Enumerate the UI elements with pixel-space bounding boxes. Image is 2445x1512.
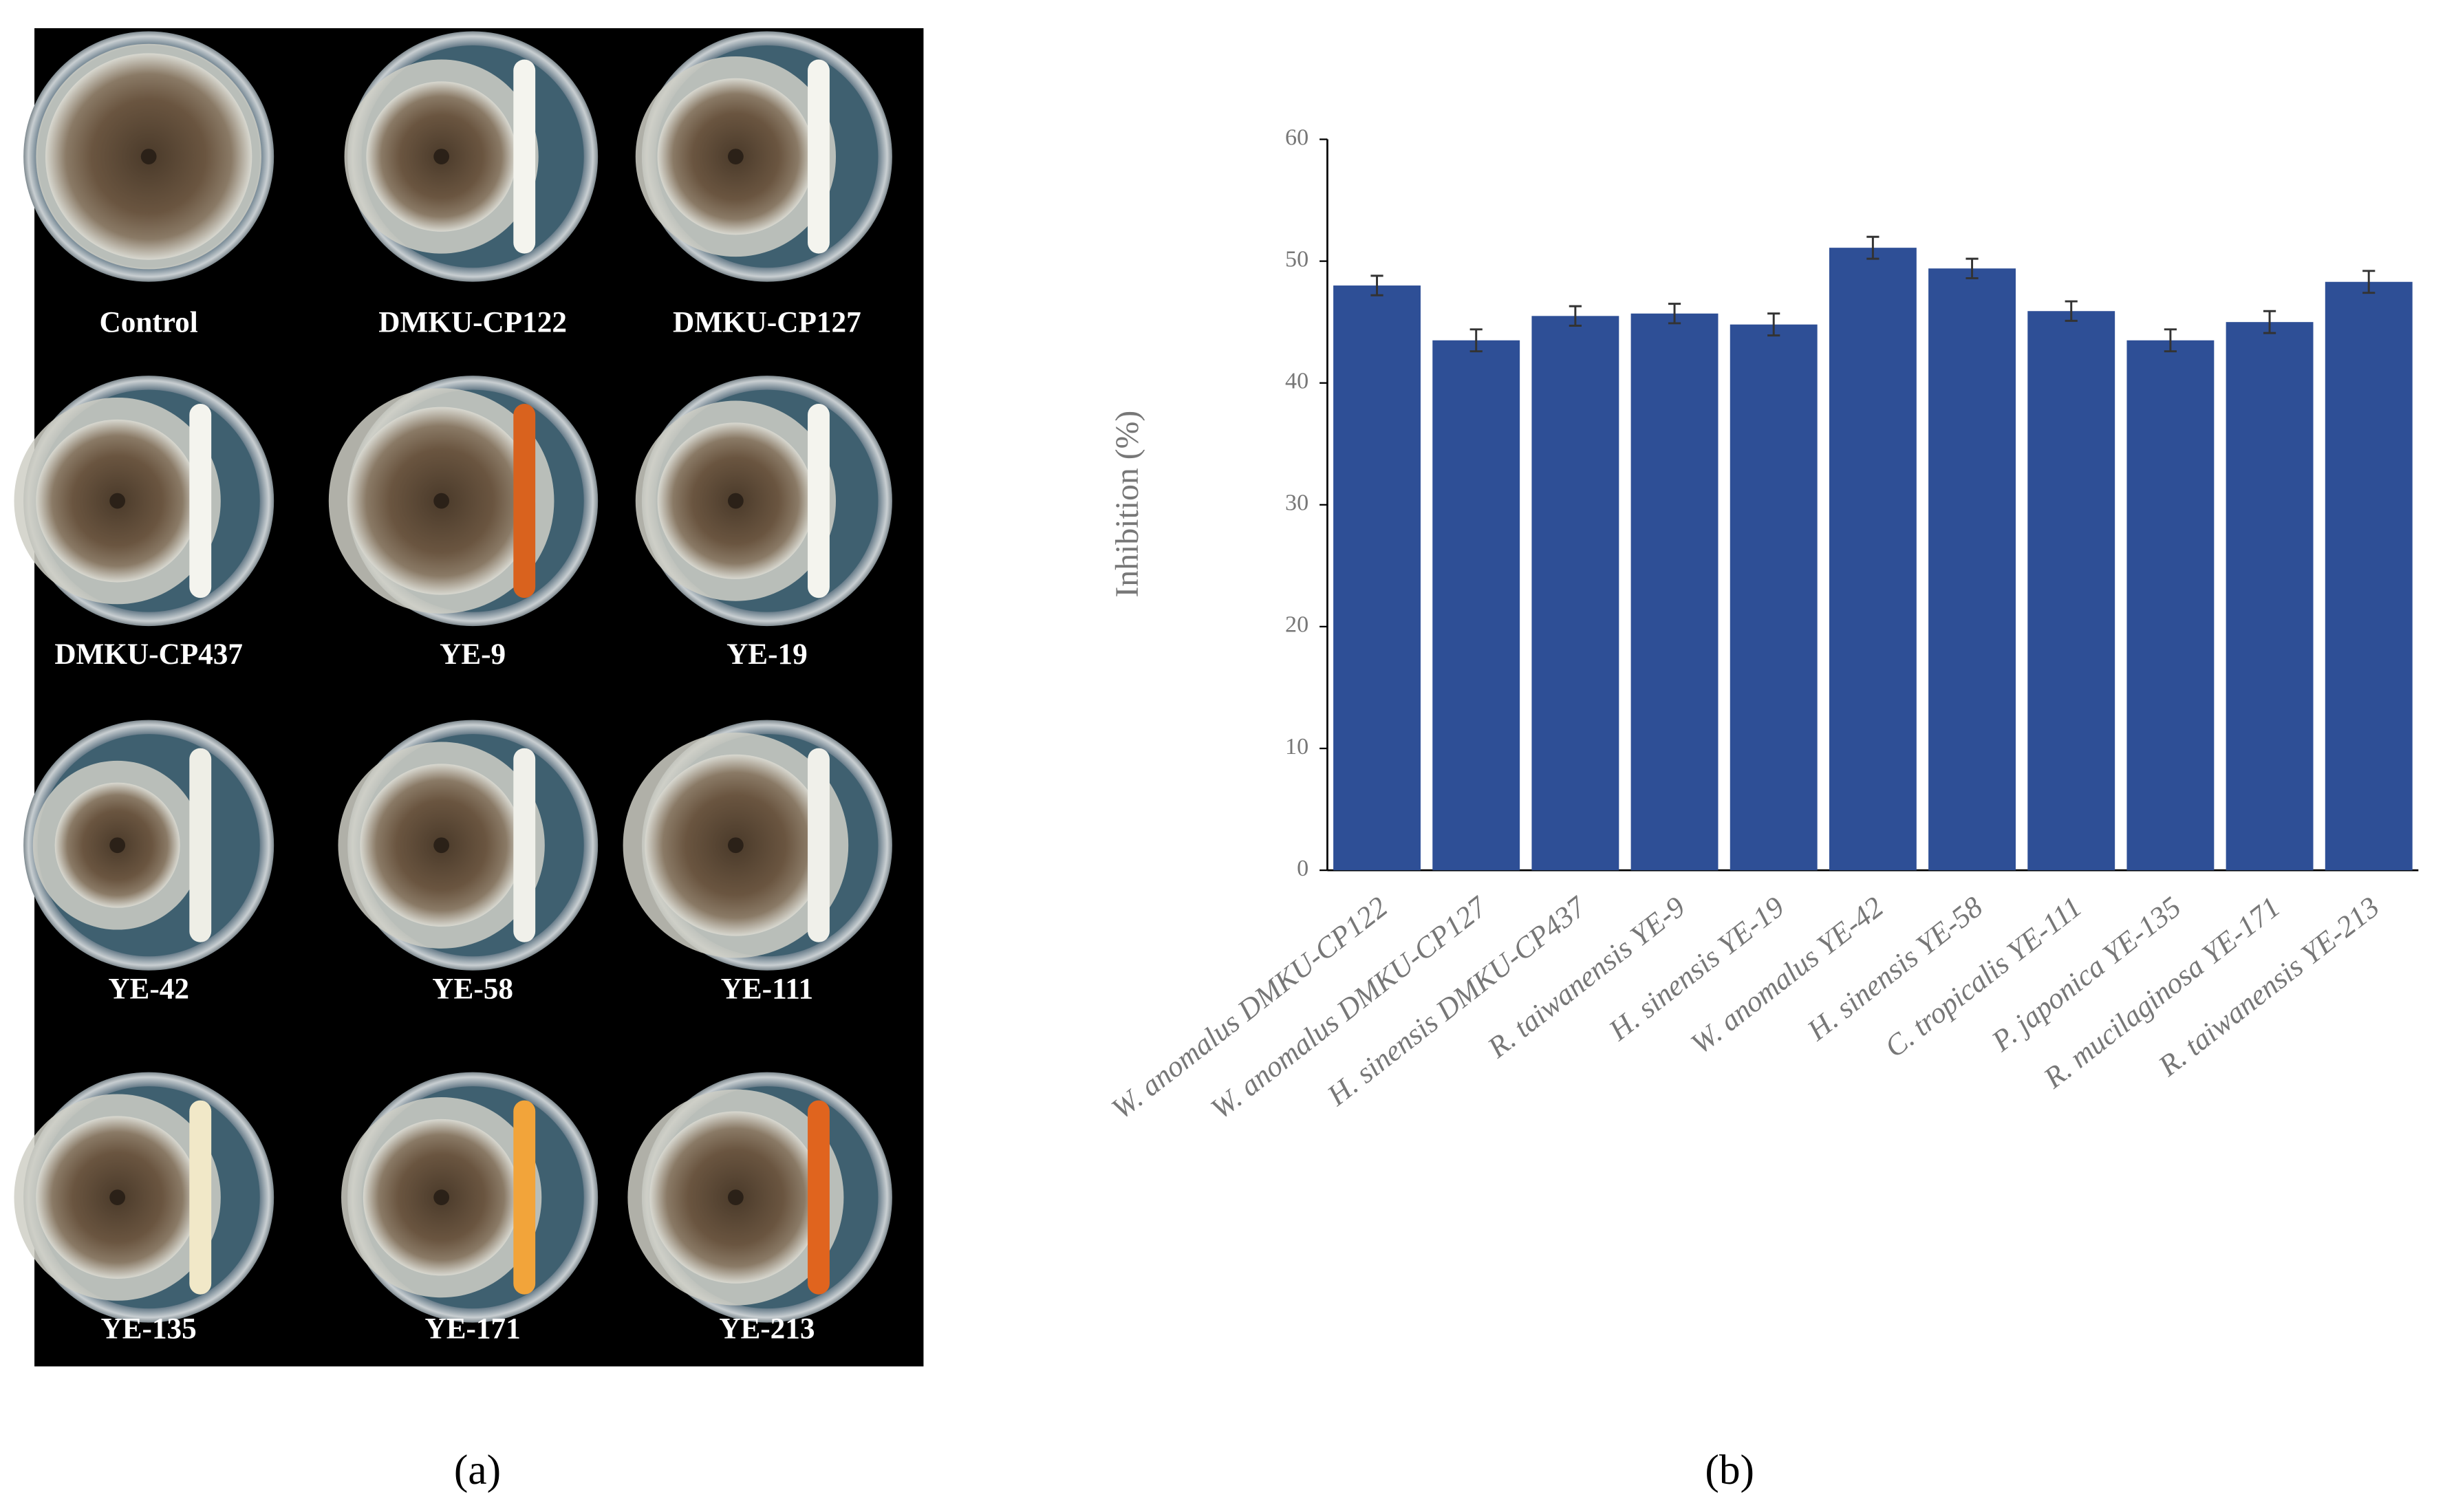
inoculum <box>140 149 157 164</box>
y-tick-label: 50 <box>1285 246 1308 272</box>
inoculum <box>109 493 126 509</box>
y-tick-label: 30 <box>1285 490 1308 516</box>
error-bar <box>1469 328 1483 353</box>
inoculum <box>728 493 744 509</box>
bar <box>1531 316 1619 871</box>
yeast-streak <box>513 748 536 942</box>
inoculum <box>433 493 450 509</box>
caption: (a) <box>454 1447 501 1493</box>
y-tick-label: 60 <box>1285 125 1308 150</box>
error-bar <box>2065 300 2078 322</box>
yeast-streak <box>808 404 830 598</box>
dish-label: YE-213 <box>719 1312 815 1345</box>
bar <box>1928 268 2016 871</box>
error-bar <box>1866 235 1879 260</box>
caption: (b) <box>1705 1447 1754 1493</box>
bar <box>2126 340 2215 871</box>
bar <box>1432 340 1520 871</box>
yeast-streak <box>189 404 212 598</box>
yeast-streak <box>189 1100 212 1295</box>
error-bar <box>1668 303 1681 325</box>
error-bar <box>2263 310 2276 334</box>
y-tick-label: 40 <box>1285 369 1308 394</box>
error-bar <box>1965 257 1979 279</box>
yeast-streak <box>513 1100 536 1295</box>
inoculum <box>433 1189 450 1206</box>
dish-label: YE-171 <box>425 1312 521 1345</box>
bar <box>1730 324 1818 871</box>
y-tick-label: 20 <box>1285 612 1308 638</box>
y-tick-label: 0 <box>1297 856 1308 881</box>
error-bar <box>1370 274 1383 296</box>
dish-label: YE-135 <box>101 1312 197 1345</box>
dish-label: YE-111 <box>721 973 813 1006</box>
error-bar <box>1767 312 1780 337</box>
dish-label: DMKU-CP122 <box>378 305 567 338</box>
error-bar <box>2362 270 2376 294</box>
dish-label: YE-58 <box>432 973 513 1006</box>
bar <box>2226 322 2314 871</box>
yeast-streak <box>808 59 830 254</box>
x-tick-label: H. sinensis YE-19 <box>1602 890 1790 1047</box>
bar <box>1630 313 1719 871</box>
error-bar <box>2164 328 2177 353</box>
dish-label: Control <box>100 305 198 338</box>
inoculum <box>728 149 744 164</box>
inoculum <box>109 837 126 854</box>
inoculum <box>109 1189 126 1206</box>
dish-label: YE-9 <box>440 638 506 671</box>
inoculum <box>728 837 744 854</box>
dish-label: DMKU-CP127 <box>673 305 861 338</box>
yeast-streak <box>808 748 830 942</box>
x-tick-label: H. sinensis YE-58 <box>1800 890 1989 1048</box>
yeast-streak <box>513 404 536 598</box>
dish-label: YE-19 <box>726 638 808 671</box>
bar <box>1333 285 1421 871</box>
y-tick-label: 10 <box>1285 734 1308 759</box>
yeast-streak <box>189 748 212 942</box>
yeast-streak <box>513 59 536 254</box>
bar <box>1829 248 1917 871</box>
y-axis-label: Inhibition (%) <box>1109 411 1145 598</box>
dish-label: YE-42 <box>108 973 189 1006</box>
dish-label: DMKU-CP437 <box>54 638 243 671</box>
inoculum <box>728 1189 744 1206</box>
error-bar <box>1569 305 1582 327</box>
inoculum <box>433 149 450 164</box>
inoculum <box>433 837 450 854</box>
dishes: Control DMKU-CP122 DMKU-CP127 DMKU-CP437 YE-… <box>14 31 892 1345</box>
bar <box>2325 281 2413 871</box>
bar <box>2027 311 2115 871</box>
yeast-streak <box>808 1100 830 1295</box>
